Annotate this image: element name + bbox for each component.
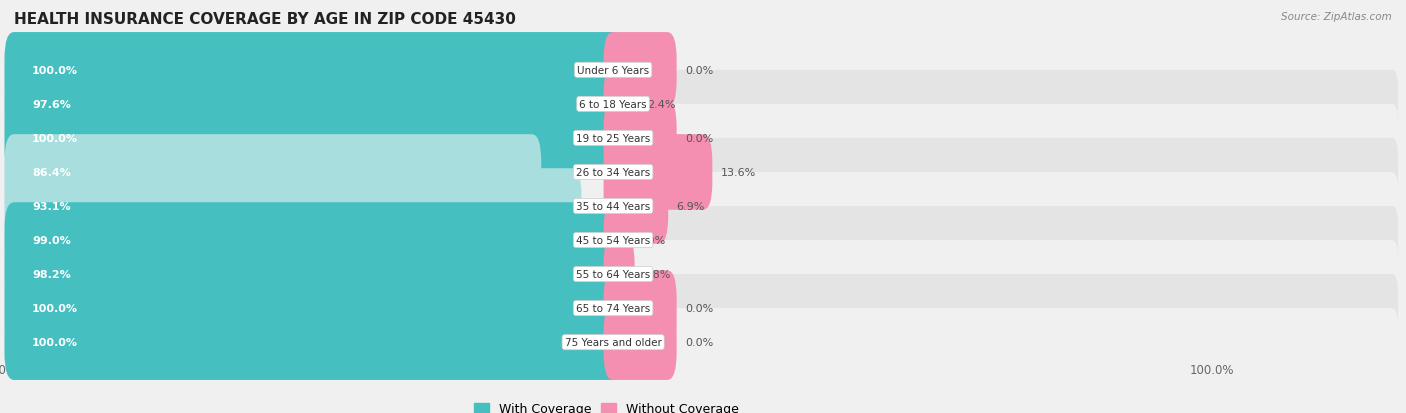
Text: 0.0%: 0.0% [685, 337, 713, 347]
Text: 1.8%: 1.8% [643, 269, 671, 280]
FancyBboxPatch shape [8, 309, 1398, 376]
FancyBboxPatch shape [603, 169, 668, 244]
FancyBboxPatch shape [603, 101, 676, 176]
FancyBboxPatch shape [603, 237, 634, 312]
FancyBboxPatch shape [8, 240, 1398, 309]
FancyBboxPatch shape [4, 33, 623, 108]
Text: 45 to 54 Years: 45 to 54 Years [576, 235, 650, 245]
FancyBboxPatch shape [4, 169, 582, 244]
FancyBboxPatch shape [4, 67, 609, 142]
Text: 1.0%: 1.0% [638, 235, 666, 245]
Text: 86.4%: 86.4% [32, 168, 70, 178]
Text: 0.0%: 0.0% [685, 66, 713, 76]
Text: 35 to 44 Years: 35 to 44 Years [576, 202, 650, 211]
Text: 6.9%: 6.9% [676, 202, 704, 211]
FancyBboxPatch shape [4, 271, 623, 346]
Text: 97.6%: 97.6% [32, 100, 70, 109]
Text: 26 to 34 Years: 26 to 34 Years [576, 168, 650, 178]
FancyBboxPatch shape [4, 135, 541, 210]
Text: 98.2%: 98.2% [32, 269, 70, 280]
Text: 0.0%: 0.0% [685, 304, 713, 313]
FancyBboxPatch shape [8, 37, 1398, 104]
FancyBboxPatch shape [8, 71, 1398, 139]
FancyBboxPatch shape [8, 206, 1398, 274]
FancyBboxPatch shape [603, 135, 713, 210]
Text: Under 6 Years: Under 6 Years [576, 66, 650, 76]
Text: 6 to 18 Years: 6 to 18 Years [579, 100, 647, 109]
Text: 55 to 64 Years: 55 to 64 Years [576, 269, 650, 280]
Text: 93.1%: 93.1% [32, 202, 70, 211]
FancyBboxPatch shape [603, 33, 676, 108]
FancyBboxPatch shape [603, 203, 630, 278]
Text: 100.0%: 100.0% [32, 304, 77, 313]
FancyBboxPatch shape [4, 203, 617, 278]
Legend: With Coverage, Without Coverage: With Coverage, Without Coverage [468, 397, 744, 413]
FancyBboxPatch shape [603, 67, 638, 142]
FancyBboxPatch shape [4, 237, 612, 312]
FancyBboxPatch shape [603, 271, 676, 346]
FancyBboxPatch shape [8, 274, 1398, 342]
FancyBboxPatch shape [8, 139, 1398, 206]
Text: 13.6%: 13.6% [721, 168, 756, 178]
Text: Source: ZipAtlas.com: Source: ZipAtlas.com [1281, 12, 1392, 22]
Text: 100.0%: 100.0% [32, 337, 77, 347]
FancyBboxPatch shape [8, 173, 1398, 240]
Text: 75 Years and older: 75 Years and older [565, 337, 662, 347]
FancyBboxPatch shape [603, 305, 676, 380]
Text: 65 to 74 Years: 65 to 74 Years [576, 304, 650, 313]
Text: 100.0%: 100.0% [32, 133, 77, 144]
FancyBboxPatch shape [8, 104, 1398, 173]
Text: HEALTH INSURANCE COVERAGE BY AGE IN ZIP CODE 45430: HEALTH INSURANCE COVERAGE BY AGE IN ZIP … [14, 12, 516, 27]
Text: 0.0%: 0.0% [685, 133, 713, 144]
Text: 19 to 25 Years: 19 to 25 Years [576, 133, 650, 144]
FancyBboxPatch shape [4, 101, 623, 176]
Text: 2.4%: 2.4% [647, 100, 675, 109]
Text: 99.0%: 99.0% [32, 235, 70, 245]
FancyBboxPatch shape [4, 305, 623, 380]
Text: 100.0%: 100.0% [32, 66, 77, 76]
